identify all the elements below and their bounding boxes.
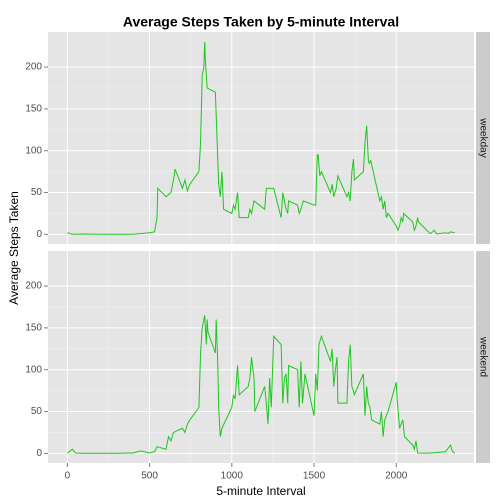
y-tick-label: 0 [36,448,42,459]
x-axis-label: 5-minute Interval [216,484,305,498]
y-tick-label: 100 [25,364,42,375]
panel-background [48,32,474,244]
y-tick-label: 200 [25,281,42,292]
line [67,315,455,454]
x-tick-label: 2000 [385,471,408,482]
x-tick-label: 0 [65,471,71,482]
strip-label: weekday [477,117,488,157]
y-tick-label: 100 [25,145,42,156]
x-tick-label: 1000 [221,471,244,482]
strip-background [476,251,490,463]
chart-title: Average Steps Taken by 5-minute Interval [123,14,399,30]
panel-background [48,251,474,463]
strip-background [476,32,490,244]
y-tick-label: 0 [36,229,42,240]
x-tick-label: 1500 [303,471,326,482]
y-tick-label: 150 [25,104,42,115]
x-tick-label: 500 [141,471,158,482]
strip-label: weekend [477,336,488,377]
y-tick-label: 50 [31,406,43,417]
y-tick-label: 50 [31,187,43,198]
y-tick-label: 200 [25,62,42,73]
y-tick-label: 150 [25,323,42,334]
y-axis-label: Average Steps Taken [7,191,21,305]
line [67,41,455,235]
